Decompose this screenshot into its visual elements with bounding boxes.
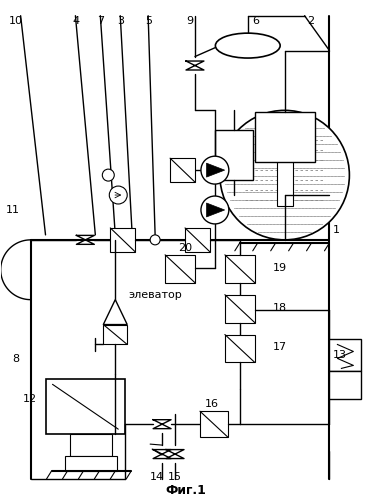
Text: 13: 13 (332, 350, 347, 360)
Bar (65, 456, 117, 471)
Circle shape (201, 196, 229, 224)
Text: 14: 14 (150, 472, 164, 482)
Bar (255, 112, 314, 162)
Text: 2: 2 (308, 16, 315, 26)
Circle shape (109, 186, 127, 204)
Bar (277, 116, 292, 206)
Text: 5: 5 (145, 16, 152, 26)
Bar (225, 255, 255, 282)
Text: 7: 7 (97, 16, 104, 26)
Bar (165, 255, 195, 282)
Polygon shape (207, 203, 225, 217)
Text: 1: 1 (332, 225, 339, 235)
Text: 6: 6 (252, 16, 259, 26)
Circle shape (201, 156, 229, 184)
Bar (70, 434, 112, 456)
Text: 9: 9 (186, 16, 193, 26)
Bar (200, 411, 228, 437)
Bar (329, 340, 361, 372)
Circle shape (102, 169, 114, 181)
Bar (225, 294, 255, 322)
Text: 4: 4 (72, 16, 79, 26)
Text: Фиг.1: Фиг.1 (166, 484, 206, 498)
Bar (225, 334, 255, 362)
Bar (329, 372, 361, 400)
Text: 19: 19 (273, 263, 287, 273)
Text: 20: 20 (178, 243, 192, 253)
Text: 15: 15 (168, 472, 182, 482)
Bar (215, 130, 253, 180)
Bar (185, 228, 210, 252)
Polygon shape (103, 300, 127, 324)
Polygon shape (207, 163, 225, 177)
Circle shape (150, 235, 160, 245)
Bar (46, 380, 125, 434)
Text: 8: 8 (13, 354, 20, 364)
Text: 3: 3 (117, 16, 124, 26)
Ellipse shape (215, 33, 280, 58)
Text: 10: 10 (9, 16, 23, 26)
Bar (103, 324, 127, 344)
Text: элеватор: элеватор (128, 290, 182, 300)
Text: 17: 17 (273, 342, 287, 352)
Text: 12: 12 (23, 394, 37, 404)
Bar (110, 228, 135, 252)
Text: 11: 11 (6, 205, 20, 215)
Text: 16: 16 (205, 400, 219, 409)
Text: 18: 18 (273, 302, 287, 312)
Bar (170, 158, 195, 182)
Circle shape (220, 110, 350, 240)
